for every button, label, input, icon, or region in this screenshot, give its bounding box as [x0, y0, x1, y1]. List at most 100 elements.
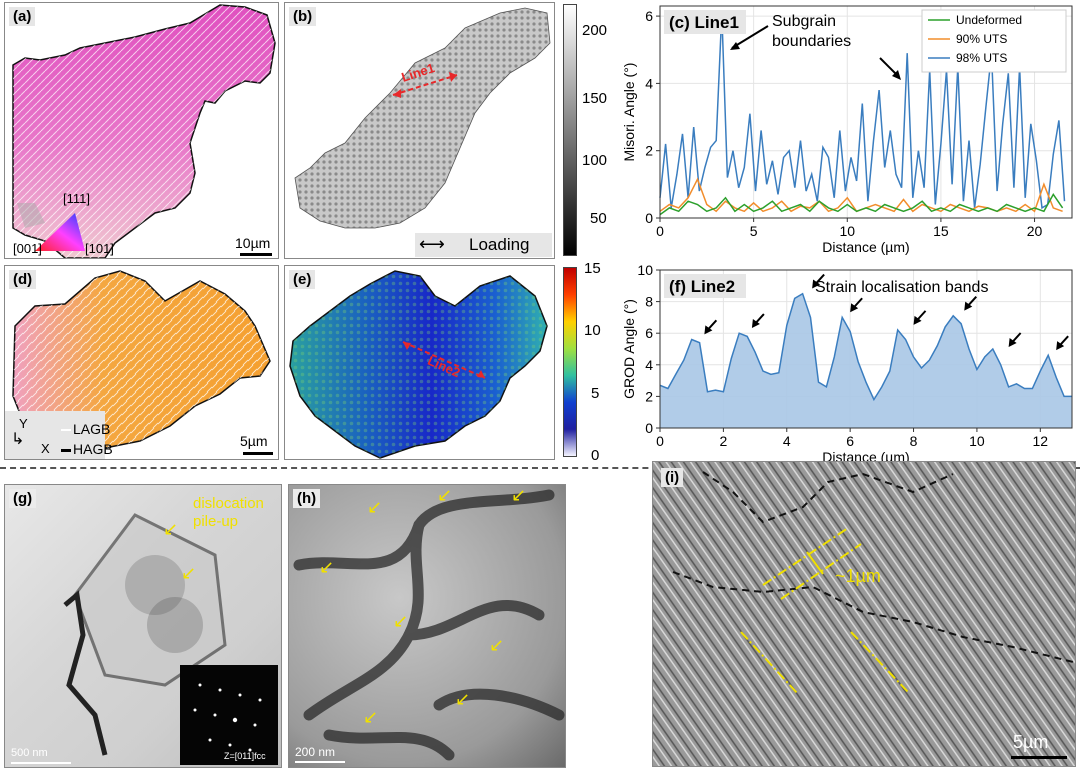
scale-bar-i [1011, 756, 1067, 759]
x-tick-label: 2 [719, 433, 727, 449]
series-area-grod [660, 293, 1072, 428]
ipf-grain-map [12, 4, 276, 258]
scale-label-g: 500 nm [11, 747, 48, 759]
x-tick-label: 8 [910, 433, 918, 449]
dislocation-annotation: dislocation pile-up [193, 495, 264, 530]
ipf-triangle [35, 213, 85, 251]
arrow-icon: ↙ [181, 563, 197, 583]
chart-title: (c) Line1 [669, 13, 739, 32]
panel-i-label: (i) [661, 468, 684, 487]
colorbar-b-tick: 150 [582, 90, 608, 107]
annotation-subgrain: Subgrain [772, 13, 836, 30]
chart-title: (f) Line2 [669, 277, 735, 296]
strain-band-arrowhead [964, 301, 973, 311]
x-tick-label: 10 [969, 433, 985, 449]
panel-a-label: (a) [9, 7, 36, 26]
hagb-label: HAGB [73, 441, 113, 457]
panel-i-sem-image: (i) ~1µm 5µm [652, 461, 1076, 767]
annotation-arrow [731, 25, 769, 49]
annotation-arrowhead [730, 42, 740, 50]
y-tick-label: 6 [645, 325, 653, 341]
panel-c-misorientation-chart: 0 2 4 6 0 5 10 15 20 Distance (µm) Misori. Angle (… [621, 0, 1080, 262]
panel-e-grod-map: (e) Line2 [284, 265, 555, 460]
section-divider [0, 467, 1080, 469]
panel-h-label: (h) [293, 489, 321, 508]
y-tick-label: 10 [637, 262, 653, 278]
void [17, 203, 45, 228]
panel-a-ipf-map: (a) [111] [001] [101] 10µm [4, 2, 279, 259]
chart-c-svg: 0 2 4 6 0 5 10 15 20 Distance (µm) Misori. Angle (… [621, 5, 1073, 255]
ipf-001-label: [001] [13, 241, 42, 256]
panel-g-tem-image: (g) dislocation pile-up ↙ ↙ Z=[011]fcc 5… [4, 484, 282, 768]
grod-color-map [289, 270, 548, 459]
strain-band-arrowhead [913, 315, 922, 325]
chart-title-box [664, 10, 746, 34]
y-axis-label: Misori. Angle (°) [622, 63, 637, 162]
sem-fracture-surface [653, 462, 1075, 766]
colorbar-b-tick: 200 [582, 22, 608, 39]
annotation-arrowhead [892, 70, 901, 80]
scale-label-i: 5µm [1013, 732, 1049, 752]
legend-label: 98% UTS [956, 51, 1007, 65]
axis-y-label: Y [19, 416, 28, 431]
arrow-icon: ↙ [489, 635, 505, 655]
axis-arrows-icon: ↳ [11, 431, 25, 448]
panel-d-ipf-map: (d) Y ↳ X LAGB HAGB 5µm [4, 265, 279, 460]
line2-marker [402, 341, 486, 379]
colorbar-e [563, 267, 577, 457]
scale-label-a: 10µm [235, 235, 271, 251]
orange-grain-map [12, 270, 271, 452]
x-tick-label: 10 [839, 223, 855, 239]
scale-bar-g [11, 762, 71, 764]
x-tick-label: 12 [1033, 433, 1049, 449]
scale-label-h: 200 nm [295, 745, 336, 759]
strain-band-arrowhead [704, 325, 713, 335]
panel-e-label: (e) [289, 270, 316, 289]
colorbar-e-tick: 0 [591, 447, 600, 464]
strain-band-arrowhead [1008, 338, 1017, 347]
series-line-90-uts [659, 177, 1063, 213]
boundary-legend [5, 411, 105, 459]
panel-d-label: (d) [9, 270, 37, 289]
y-tick-label: 4 [645, 75, 653, 91]
tem-micrograph [63, 513, 227, 756]
scale-bar-a [240, 253, 272, 256]
x-tick-label: 4 [783, 433, 791, 449]
grain-region [294, 7, 551, 229]
colorbar-b [563, 4, 577, 256]
lagb-line [61, 429, 71, 431]
panel-b-kam-map: (b) Line1 ⟷ Loading [284, 2, 555, 259]
chart-title-box [664, 274, 746, 298]
y-tick-label: 0 [645, 210, 653, 226]
y-tick-label: 8 [645, 294, 653, 310]
plot-frame [659, 5, 1073, 219]
spacing-annotation: ~1µm [835, 566, 881, 586]
arrow-icon: ↙ [455, 689, 471, 709]
strain-band-arrowhead [850, 303, 859, 313]
arrow-icon: ↙ [319, 557, 335, 577]
plot-frame [659, 269, 1073, 429]
scale-bar-h [295, 761, 345, 763]
x-tick-label: 20 [1027, 223, 1043, 239]
x-tick-label: 0 [656, 433, 664, 449]
ipf-101-label: [101] [85, 241, 114, 256]
colorbar-b-tick: 100 [582, 152, 608, 169]
panel-f-grod-chart: 0 2 4 6 8 10 0 2 4 6 8 10 12 Distance (µm) GROD Angle … [621, 262, 1080, 467]
hagb-line [61, 449, 71, 452]
legend-label: 90% UTS [956, 32, 1007, 46]
y-tick-label: 2 [645, 388, 653, 404]
panel-b-label: (b) [289, 7, 317, 26]
diffraction-inset: Z=[011]fcc [180, 665, 278, 765]
y-tick-label: 4 [645, 357, 653, 373]
colorbar-b-tick: 50 [590, 210, 607, 227]
colorbar-e-tick: 15 [584, 260, 601, 277]
scale-label-d: 5µm [240, 433, 268, 449]
y-tick-label: 0 [645, 420, 653, 436]
line1-marker [392, 74, 458, 96]
arrow-icon: ↙ [437, 485, 453, 505]
series-line-98-uts [659, 12, 1066, 210]
x-tick-label: 6 [846, 433, 854, 449]
arrow-icon: ↙ [163, 519, 179, 539]
annotation-strain-bands: Strain localisation bands [815, 279, 988, 296]
